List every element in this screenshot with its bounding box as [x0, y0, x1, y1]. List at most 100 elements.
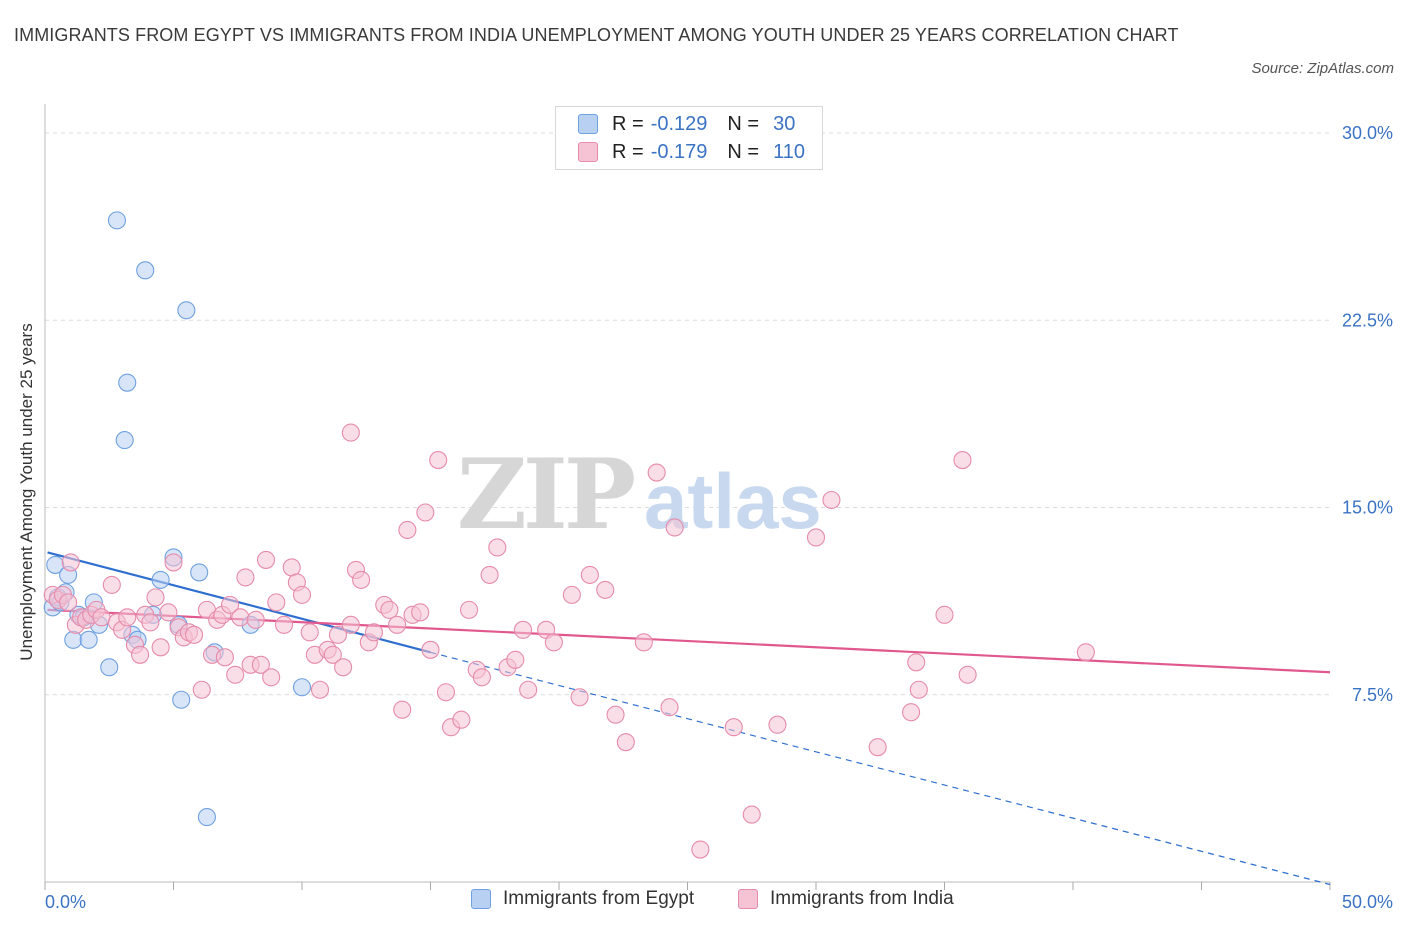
india-point	[436, 683, 455, 702]
egypt-point	[107, 211, 127, 230]
india-point	[513, 620, 533, 639]
india-point	[341, 423, 360, 442]
india-point	[459, 600, 479, 619]
egypt-point	[172, 690, 191, 709]
egypt-point	[197, 808, 216, 827]
india-point	[131, 645, 150, 664]
egypt-r-value: -0.129	[650, 112, 708, 135]
india-point	[411, 603, 430, 622]
india-point	[562, 585, 581, 604]
stats-row-egypt: R = -0.129 N = 30	[578, 111, 795, 137]
egypt-legend-swatch-icon	[471, 889, 491, 909]
y-tick-label: 7.5%	[1352, 685, 1393, 705]
india-point	[519, 680, 538, 699]
india-point	[606, 705, 625, 724]
egypt-point	[118, 373, 137, 392]
india-point	[192, 680, 211, 699]
egypt-n-label: N =	[727, 112, 760, 135]
india-point	[92, 608, 111, 627]
india-point	[822, 490, 841, 510]
india-point	[215, 648, 234, 667]
india-point	[102, 575, 121, 594]
india-point	[323, 645, 342, 664]
india-point	[472, 668, 491, 687]
india-swatch-icon	[578, 142, 598, 162]
india-point	[59, 593, 78, 612]
egypt-n-value: 30	[773, 112, 796, 135]
egypt-swatch-icon	[578, 114, 598, 134]
india-point	[388, 615, 407, 634]
india-point	[768, 715, 787, 734]
india-point	[274, 615, 294, 634]
egypt-point	[64, 630, 83, 649]
india-point	[742, 805, 761, 824]
india-point	[151, 638, 170, 657]
india-point	[570, 688, 589, 707]
legend-item-india: Immigrants from India	[738, 888, 954, 910]
india-point	[580, 565, 599, 584]
india-point	[141, 613, 160, 632]
y-axis-label: Unemployment Among Youth under 25 years	[17, 323, 36, 660]
india-point	[380, 600, 399, 619]
india-point	[310, 680, 330, 699]
india-point	[724, 718, 743, 737]
india-point	[398, 520, 417, 540]
legend-item-egypt: Immigrants from Egypt	[471, 888, 694, 910]
india-point	[953, 451, 972, 470]
india-point	[421, 640, 440, 659]
egypt-point	[177, 301, 196, 320]
india-point	[236, 568, 255, 587]
egypt-point	[292, 678, 312, 697]
india-point	[267, 593, 286, 612]
legend-label-egypt: Immigrants from Egypt	[503, 888, 695, 909]
india-point	[159, 603, 178, 622]
egypt-point	[100, 658, 119, 677]
india-point	[334, 658, 353, 677]
india-point	[665, 518, 684, 537]
y-tick-label: 15.0%	[1342, 498, 1393, 518]
india-point	[935, 605, 954, 624]
x-tick-label: 0.0%	[45, 892, 86, 912]
india-point	[1076, 643, 1095, 662]
india-point	[164, 553, 183, 572]
india-point	[226, 665, 245, 684]
egypt-point	[115, 431, 134, 450]
india-point	[341, 615, 360, 634]
watermark-zip: ZIP	[457, 438, 634, 551]
chart-title: IMMIGRANTS FROM EGYPT VS IMMIGRANTS FROM…	[14, 25, 1179, 45]
india-point	[660, 698, 679, 717]
india-point	[868, 738, 887, 757]
india-point	[647, 463, 666, 482]
egypt-point	[190, 563, 209, 582]
india-n-value: 110	[773, 140, 805, 163]
india-point	[506, 650, 525, 669]
india-point	[958, 665, 977, 684]
india-point	[146, 588, 165, 607]
india-point	[544, 633, 563, 652]
india-point	[282, 558, 301, 577]
india-n-label: N =	[727, 140, 760, 163]
y-tick-label: 30.0%	[1342, 123, 1393, 143]
x-tick-label: 50.0%	[1342, 892, 1393, 912]
axes	[44, 104, 1331, 890]
india-point	[480, 565, 499, 584]
egypt-trend-extension	[430, 651, 1331, 886]
india-r-value: -0.179	[650, 140, 708, 163]
india-point	[691, 840, 710, 859]
india-point	[902, 703, 921, 722]
watermark: ZIP atlas	[457, 438, 822, 551]
stats-row-india: R = -0.179 N = 110	[578, 139, 805, 165]
india-legend-swatch-icon	[738, 889, 758, 909]
india-point	[262, 668, 281, 687]
stats-legend: R = -0.129 N = 30 R = -0.179 N = 110	[555, 106, 823, 170]
data-points	[43, 211, 1095, 859]
india-point	[616, 733, 635, 752]
legend-label-india: Immigrants from India	[770, 888, 954, 909]
india-point	[185, 625, 204, 644]
india-point	[251, 655, 270, 674]
chart-source: Source: ZipAtlas.com	[1251, 60, 1394, 77]
india-point	[300, 623, 319, 642]
y-tick-label: 22.5%	[1342, 310, 1393, 330]
india-point	[256, 550, 276, 569]
